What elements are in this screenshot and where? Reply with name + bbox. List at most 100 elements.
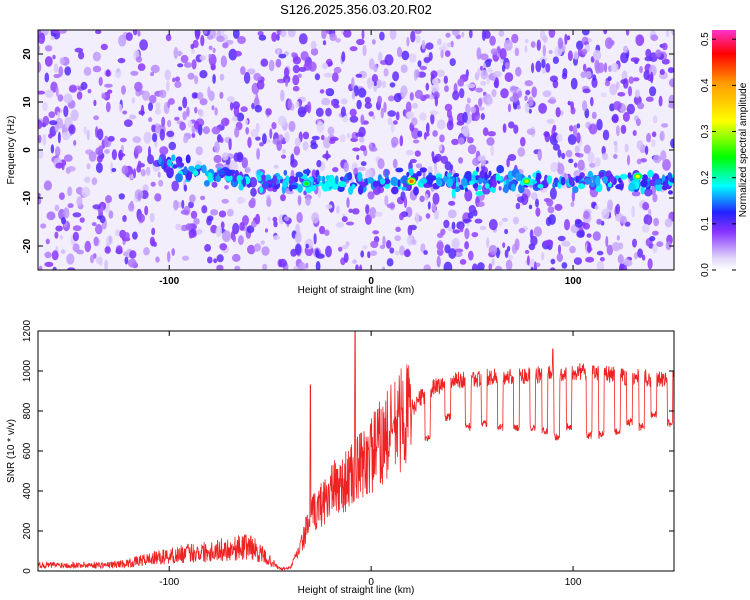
heatmap-cell [384, 54, 394, 66]
heatmap-cell [641, 254, 646, 261]
heatmap-cell [596, 261, 605, 270]
heatmap-cell [260, 58, 269, 67]
heatmap-cell [178, 162, 185, 168]
heatmap-cell [193, 170, 199, 176]
y-tick-label: 200 [22, 522, 33, 539]
heatmap-cell [459, 88, 465, 99]
heatmap-cell [98, 256, 103, 267]
heatmap-cell [154, 193, 162, 202]
heatmap-cell [556, 133, 563, 143]
heatmap-cell [615, 81, 620, 90]
heatmap-cell [55, 162, 63, 169]
heatmap-hotspot [304, 181, 309, 186]
heatmap-cell [212, 74, 216, 84]
heatmap-cell [486, 58, 493, 63]
heatmap-cell [598, 171, 605, 177]
heatmap-cell [194, 106, 198, 114]
heatmap-cell [526, 255, 530, 266]
heatmap-cell [221, 152, 229, 161]
heatmap-cell [316, 121, 325, 133]
heatmap-cell [430, 70, 438, 79]
heatmap-cell [250, 187, 257, 197]
heatmap-cell [311, 212, 320, 224]
heatmap-cell [627, 86, 633, 97]
heatmap-cell [392, 71, 400, 82]
heatmap-cell [414, 89, 423, 99]
heatmap-cell [176, 158, 180, 168]
heatmap-cell [666, 30, 670, 38]
heatmap-cell [294, 232, 302, 244]
y-tick-label: 400 [22, 482, 33, 499]
heatmap-cell [417, 60, 422, 68]
heatmap-cell [462, 218, 472, 223]
heatmap-cell [171, 154, 176, 162]
heatmap-cell [84, 176, 91, 183]
heatmap-cell [203, 30, 208, 35]
heatmap-cell [190, 43, 195, 50]
heatmap-cell [123, 251, 129, 257]
heatmap-cell [198, 109, 204, 118]
heatmap-cell [425, 82, 430, 91]
y-tick-label: 20 [22, 48, 33, 60]
heatmap-cell [193, 218, 200, 225]
spectrogram-x-axis-label: Height of straight line (km) [298, 285, 415, 296]
heatmap-cell [554, 203, 563, 211]
heatmap-cell [617, 92, 626, 97]
heatmap-cell [529, 229, 534, 240]
heatmap-cell [439, 134, 445, 143]
heatmap-cell [640, 179, 648, 188]
heatmap-cell [173, 199, 179, 211]
heatmap-cell [185, 223, 193, 231]
heatmap-cell [204, 170, 209, 177]
heatmap-cell [557, 235, 566, 242]
heatmap-cell [372, 230, 380, 235]
heatmap-cell [352, 259, 357, 264]
x-tick-label: 0 [368, 577, 374, 588]
heatmap-cell [643, 214, 653, 226]
heatmap-cell [232, 30, 240, 39]
heatmap-cell [149, 94, 157, 104]
heatmap-cell [667, 67, 674, 74]
heatmap-cell [183, 166, 188, 175]
heatmap-cell [583, 210, 590, 220]
heatmap-cell [237, 235, 244, 246]
heatmap-cell [642, 223, 650, 233]
heatmap-cell [570, 77, 578, 90]
heatmap-cell [182, 111, 187, 121]
heatmap-cell [645, 48, 652, 58]
heatmap-cell [475, 166, 480, 173]
heatmap-cell [236, 175, 241, 182]
heatmap-cell [477, 262, 485, 270]
heatmap-cell [368, 58, 375, 70]
heatmap-cell [54, 231, 59, 239]
heatmap-cell [360, 114, 365, 125]
heatmap-cell [454, 251, 463, 258]
snr-line [38, 331, 674, 571]
heatmap-cell [626, 154, 631, 166]
heatmap-cell [266, 179, 274, 185]
heatmap-cell [293, 266, 299, 270]
colorbar-gradient [712, 30, 736, 270]
heatmap-cell [150, 72, 155, 77]
heatmap-cell [284, 216, 290, 222]
heatmap-cell [615, 184, 624, 190]
heatmap-cell [406, 36, 410, 47]
heatmap-cell [369, 250, 378, 256]
heatmap-cell [38, 37, 44, 44]
heatmap-cell [379, 244, 386, 250]
heatmap-cell [63, 154, 73, 162]
heatmap-cell [273, 164, 279, 169]
heatmap-cell [580, 71, 587, 79]
heatmap-cell [464, 170, 472, 180]
heatmap-cell [440, 49, 444, 59]
heatmap-cell [466, 97, 471, 104]
heatmap-cell [86, 163, 91, 170]
heatmap-cell [569, 125, 574, 132]
heatmap-cell [549, 75, 559, 83]
heatmap-cell [261, 174, 266, 181]
heatmap-cell [507, 103, 512, 113]
heatmap-cell [187, 72, 195, 80]
heatmap-cell [238, 183, 244, 191]
heatmap-cell [219, 91, 224, 99]
heatmap-cell [537, 184, 544, 189]
